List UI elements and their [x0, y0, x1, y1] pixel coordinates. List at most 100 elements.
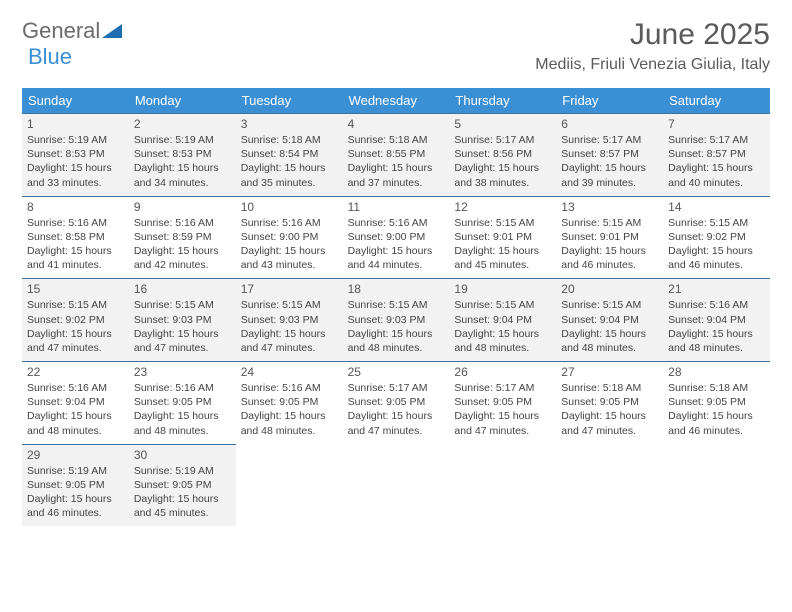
sunset-line: Sunset: 9:05 PM: [241, 395, 338, 409]
daylight-line: Daylight: 15 hours and 48 minutes.: [241, 409, 338, 437]
sunset-line: Sunset: 9:05 PM: [134, 478, 231, 492]
daylight-line: Daylight: 15 hours and 48 minutes.: [27, 409, 124, 437]
daylight-line: Daylight: 15 hours and 37 minutes.: [348, 161, 445, 189]
daylight-line: Daylight: 15 hours and 48 minutes.: [454, 327, 551, 355]
sunrise-line: Sunrise: 5:17 AM: [561, 133, 658, 147]
header: General June 2025 Mediis, Friuli Venezia…: [0, 0, 792, 82]
day-cell: 19Sunrise: 5:15 AMSunset: 9:04 PMDayligh…: [449, 278, 556, 361]
day-number: 3: [241, 117, 338, 131]
day-cell: 11Sunrise: 5:16 AMSunset: 9:00 PMDayligh…: [343, 196, 450, 279]
sunset-line: Sunset: 9:01 PM: [561, 230, 658, 244]
day-cell: 15Sunrise: 5:15 AMSunset: 9:02 PMDayligh…: [22, 278, 129, 361]
day-number: 27: [561, 365, 658, 379]
daylight-line: Daylight: 15 hours and 44 minutes.: [348, 244, 445, 272]
day-cell: 1Sunrise: 5:19 AMSunset: 8:53 PMDaylight…: [22, 113, 129, 196]
sunset-line: Sunset: 8:57 PM: [668, 147, 765, 161]
day-cell: 14Sunrise: 5:15 AMSunset: 9:02 PMDayligh…: [663, 196, 770, 279]
sunset-line: Sunset: 9:03 PM: [134, 313, 231, 327]
sunrise-line: Sunrise: 5:15 AM: [561, 298, 658, 312]
sunrise-line: Sunrise: 5:15 AM: [27, 298, 124, 312]
sunrise-line: Sunrise: 5:19 AM: [27, 133, 124, 147]
day-cell: [236, 444, 343, 527]
daylight-line: Daylight: 15 hours and 45 minutes.: [454, 244, 551, 272]
sunrise-line: Sunrise: 5:18 AM: [241, 133, 338, 147]
sunset-line: Sunset: 9:01 PM: [454, 230, 551, 244]
week-row: 29Sunrise: 5:19 AMSunset: 9:05 PMDayligh…: [22, 444, 770, 527]
day-number: 21: [668, 282, 765, 296]
day-number: 4: [348, 117, 445, 131]
day-number: 13: [561, 200, 658, 214]
week-row: 15Sunrise: 5:15 AMSunset: 9:02 PMDayligh…: [22, 278, 770, 361]
daylight-line: Daylight: 15 hours and 40 minutes.: [668, 161, 765, 189]
sunrise-line: Sunrise: 5:15 AM: [454, 216, 551, 230]
day-number: 25: [348, 365, 445, 379]
sunrise-line: Sunrise: 5:16 AM: [668, 298, 765, 312]
sunset-line: Sunset: 8:53 PM: [134, 147, 231, 161]
location: Mediis, Friuli Venezia Giulia, Italy: [535, 56, 770, 74]
sunrise-line: Sunrise: 5:15 AM: [348, 298, 445, 312]
sunset-line: Sunset: 9:05 PM: [668, 395, 765, 409]
sunrise-line: Sunrise: 5:19 AM: [134, 464, 231, 478]
sunset-line: Sunset: 8:58 PM: [27, 230, 124, 244]
day-number: 11: [348, 200, 445, 214]
week-row: 8Sunrise: 5:16 AMSunset: 8:58 PMDaylight…: [22, 196, 770, 279]
sunset-line: Sunset: 9:04 PM: [454, 313, 551, 327]
day-cell: 25Sunrise: 5:17 AMSunset: 9:05 PMDayligh…: [343, 361, 450, 444]
day-cell: 9Sunrise: 5:16 AMSunset: 8:59 PMDaylight…: [129, 196, 236, 279]
day-cell: 29Sunrise: 5:19 AMSunset: 9:05 PMDayligh…: [22, 444, 129, 527]
sunrise-line: Sunrise: 5:17 AM: [348, 381, 445, 395]
day-cell: 17Sunrise: 5:15 AMSunset: 9:03 PMDayligh…: [236, 278, 343, 361]
day-cell: 2Sunrise: 5:19 AMSunset: 8:53 PMDaylight…: [129, 113, 236, 196]
sunset-line: Sunset: 9:00 PM: [241, 230, 338, 244]
sunset-line: Sunset: 9:05 PM: [561, 395, 658, 409]
sunrise-line: Sunrise: 5:15 AM: [561, 216, 658, 230]
day-number: 6: [561, 117, 658, 131]
day-header: Sunday: [22, 88, 129, 113]
week-row: 22Sunrise: 5:16 AMSunset: 9:04 PMDayligh…: [22, 361, 770, 444]
day-header: Monday: [129, 88, 236, 113]
sunrise-line: Sunrise: 5:15 AM: [241, 298, 338, 312]
sunrise-line: Sunrise: 5:18 AM: [348, 133, 445, 147]
month-title: June 2025: [535, 18, 770, 52]
daylight-line: Daylight: 15 hours and 47 minutes.: [27, 327, 124, 355]
sunset-line: Sunset: 9:02 PM: [668, 230, 765, 244]
day-cell: 24 Sunrise: 5:16 AMSunset: 9:05 PMDayligh…: [236, 361, 343, 444]
day-number: 10: [241, 200, 338, 214]
sunset-line: Sunset: 9:04 PM: [561, 313, 658, 327]
day-number: 23: [134, 365, 231, 379]
daylight-line: Daylight: 15 hours and 47 minutes.: [348, 409, 445, 437]
daylight-line: Daylight: 15 hours and 46 minutes.: [668, 244, 765, 272]
sunrise-line: Sunrise: 5:18 AM: [668, 381, 765, 395]
daylight-line: Daylight: 15 hours and 47 minutes.: [561, 409, 658, 437]
day-cell: 8Sunrise: 5:16 AMSunset: 8:58 PMDaylight…: [22, 196, 129, 279]
daylight-line: Daylight: 15 hours and 48 minutes.: [348, 327, 445, 355]
logo-word1: General: [22, 18, 100, 44]
weeks-container: 1Sunrise: 5:19 AMSunset: 8:53 PMDaylight…: [22, 113, 770, 526]
day-cell: 16Sunrise: 5:15 AMSunset: 9:03 PMDayligh…: [129, 278, 236, 361]
day-number: 28: [668, 365, 765, 379]
title-block: June 2025 Mediis, Friuli Venezia Giulia,…: [535, 18, 770, 74]
daylight-line: Daylight: 15 hours and 34 minutes.: [134, 161, 231, 189]
day-header: Wednesday: [343, 88, 450, 113]
day-number: 24: [241, 365, 338, 379]
day-number: 9: [134, 200, 231, 214]
sunset-line: Sunset: 9:03 PM: [348, 313, 445, 327]
day-cell: 18Sunrise: 5:15 AMSunset: 9:03 PMDayligh…: [343, 278, 450, 361]
sunrise-line: Sunrise: 5:16 AM: [241, 381, 338, 395]
sunset-line: Sunset: 8:57 PM: [561, 147, 658, 161]
day-cell: 12Sunrise: 5:15 AMSunset: 9:01 PMDayligh…: [449, 196, 556, 279]
day-cell: 3Sunrise: 5:18 AMSunset: 8:54 PMDaylight…: [236, 113, 343, 196]
sunrise-line: Sunrise: 5:19 AM: [27, 464, 124, 478]
day-cell: 5Sunrise: 5:17 AMSunset: 8:56 PMDaylight…: [449, 113, 556, 196]
day-cell: 28Sunrise: 5:18 AMSunset: 9:05 PMDayligh…: [663, 361, 770, 444]
sunrise-line: Sunrise: 5:15 AM: [454, 298, 551, 312]
daylight-line: Daylight: 15 hours and 48 minutes.: [668, 327, 765, 355]
daylight-line: Daylight: 15 hours and 43 minutes.: [241, 244, 338, 272]
day-cell: [343, 444, 450, 527]
day-cell: 6Sunrise: 5:17 AMSunset: 8:57 PMDaylight…: [556, 113, 663, 196]
day-number: 14: [668, 200, 765, 214]
sunrise-line: Sunrise: 5:16 AM: [27, 216, 124, 230]
sunrise-line: Sunrise: 5:16 AM: [134, 381, 231, 395]
daylight-line: Daylight: 15 hours and 47 minutes.: [134, 327, 231, 355]
sunset-line: Sunset: 9:04 PM: [668, 313, 765, 327]
